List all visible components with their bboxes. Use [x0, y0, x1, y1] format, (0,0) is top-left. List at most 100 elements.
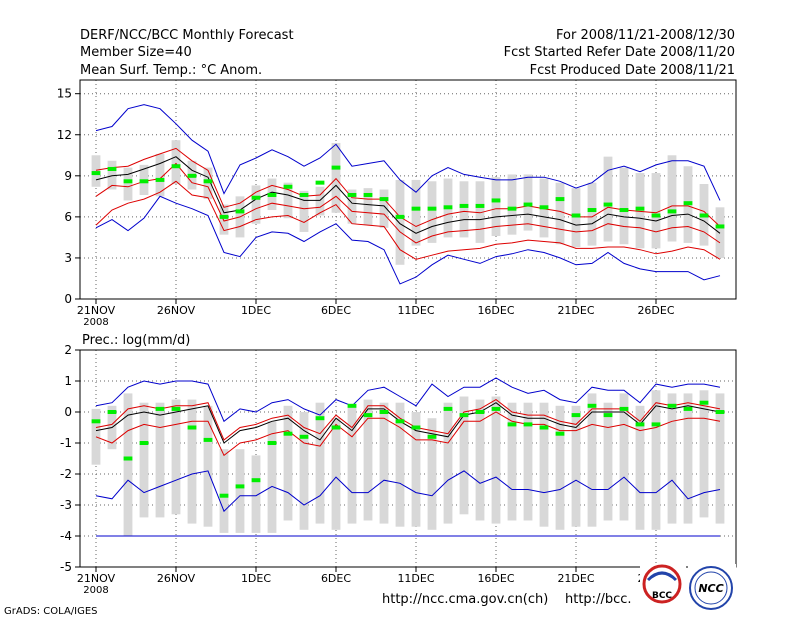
median-marker	[571, 213, 581, 218]
series-line-upper	[95, 398, 721, 441]
ensemble-box	[603, 402, 613, 521]
x-tick-label: 21DEC	[557, 304, 594, 317]
ncc-logo: NCC	[688, 564, 736, 612]
median-marker	[331, 425, 341, 430]
x-tick-label: 21NOV	[77, 304, 116, 317]
ensemble-box	[715, 207, 725, 258]
median-marker	[267, 441, 277, 445]
ensemble-box	[523, 174, 533, 231]
ncc-url-link[interactable]: http://ncc.cma.gov.cn(ch)	[382, 592, 548, 607]
median-marker	[411, 206, 421, 211]
x-tick-label: 21NOV	[77, 572, 116, 585]
median-marker	[699, 213, 709, 218]
median-marker	[555, 197, 565, 202]
median-marker	[267, 192, 277, 197]
x-tick-label: 16DEC	[477, 572, 514, 585]
series-line-lower	[95, 411, 721, 457]
y-tick-label: -3	[60, 498, 72, 512]
bcc-url-link[interactable]: http://bcc.	[565, 592, 632, 607]
median-marker	[235, 209, 245, 214]
series-line-min	[95, 195, 721, 285]
median-marker	[363, 413, 373, 418]
temperature-panel: 0 3 6 9 12 15 21NOV 26NOV 1DEC 6DEC 11DEC 16DEC 21DE…	[57, 79, 737, 328]
series-line-mean	[95, 156, 721, 234]
ensemble-box	[171, 399, 181, 515]
median-marker	[283, 184, 293, 189]
median-marker	[123, 456, 133, 461]
series-line-mean	[95, 402, 721, 444]
median-marker	[651, 422, 661, 427]
x-tick-label: 21DEC	[557, 572, 594, 585]
ensemble-box	[363, 399, 373, 521]
ensemble-box	[331, 418, 341, 530]
median-marker	[219, 493, 229, 498]
plot-frame	[79, 349, 737, 568]
median-marker	[155, 177, 165, 182]
median-marker	[395, 214, 405, 219]
median-marker	[571, 413, 581, 418]
median-marker	[491, 198, 501, 203]
ensemble-box	[635, 405, 645, 530]
median-marker	[651, 213, 661, 218]
median-marker	[187, 173, 197, 178]
median-marker	[363, 192, 373, 197]
ensemble-box	[619, 393, 629, 521]
ensemble-box	[283, 182, 293, 219]
y-tick-label: -4	[60, 529, 72, 543]
median-marker	[299, 434, 309, 439]
ensemble-box	[475, 181, 485, 243]
ensemble-box	[187, 399, 197, 524]
median-marker	[475, 203, 485, 208]
median-marker	[91, 419, 101, 424]
ensemble-box	[491, 396, 501, 524]
median-marker	[331, 165, 341, 170]
header-period: For 2008/11/21-2008/12/30	[556, 28, 735, 43]
median-marker	[715, 224, 725, 229]
x-tick-label: 26NOV	[157, 572, 196, 585]
ensemble-box	[203, 167, 213, 200]
median-marker	[203, 437, 213, 442]
ensemble-box	[555, 405, 565, 530]
ensemble-box	[715, 393, 725, 524]
ensemble-box	[459, 396, 469, 515]
ensemble-box	[123, 167, 133, 201]
ensemble-box	[603, 156, 613, 242]
ensemble-box	[219, 449, 229, 533]
header-start-date: Fcst Started Refer Date 2008/11/20	[504, 45, 735, 60]
median-marker	[507, 422, 517, 427]
x-tick-label: 6DEC	[321, 572, 351, 585]
ensemble-box	[91, 155, 101, 187]
median-marker	[299, 192, 309, 197]
median-marker	[315, 416, 325, 421]
median-marker	[283, 431, 293, 436]
median-marker	[667, 209, 677, 214]
header-produced-date: Fcst Produced Date 2008/11/21	[530, 63, 735, 78]
median-marker	[203, 179, 213, 184]
ensemble-box	[139, 402, 149, 518]
median-marker	[379, 410, 389, 414]
ensemble-box	[203, 405, 213, 527]
ensemble-box	[427, 181, 437, 243]
ensemble-box	[475, 399, 485, 521]
precipitation-panel: -5 -4 -3 -2 -1 0 1 2 21NOV 26NOV 1DEC 6DEC 11DEC 16DE…	[60, 343, 737, 596]
median-marker	[459, 203, 469, 208]
ensemble-box	[651, 173, 661, 249]
median-marker	[139, 441, 149, 445]
median-marker	[139, 179, 149, 184]
median-marker	[171, 164, 181, 169]
median-marker	[699, 400, 709, 405]
median-marker	[587, 208, 597, 213]
ensemble-box	[667, 393, 677, 524]
ensemble-box	[283, 405, 293, 521]
ensemble-box	[155, 153, 165, 197]
y-tick-label: 2	[64, 343, 72, 357]
ensemble-box	[651, 390, 661, 530]
ensemble-box	[523, 402, 533, 521]
ensemble-box	[587, 182, 597, 246]
ensemble-box	[363, 188, 373, 226]
median-marker	[523, 422, 533, 427]
median-marker	[107, 410, 117, 414]
ensemble-box	[107, 160, 117, 190]
ensemble-box	[251, 455, 261, 533]
